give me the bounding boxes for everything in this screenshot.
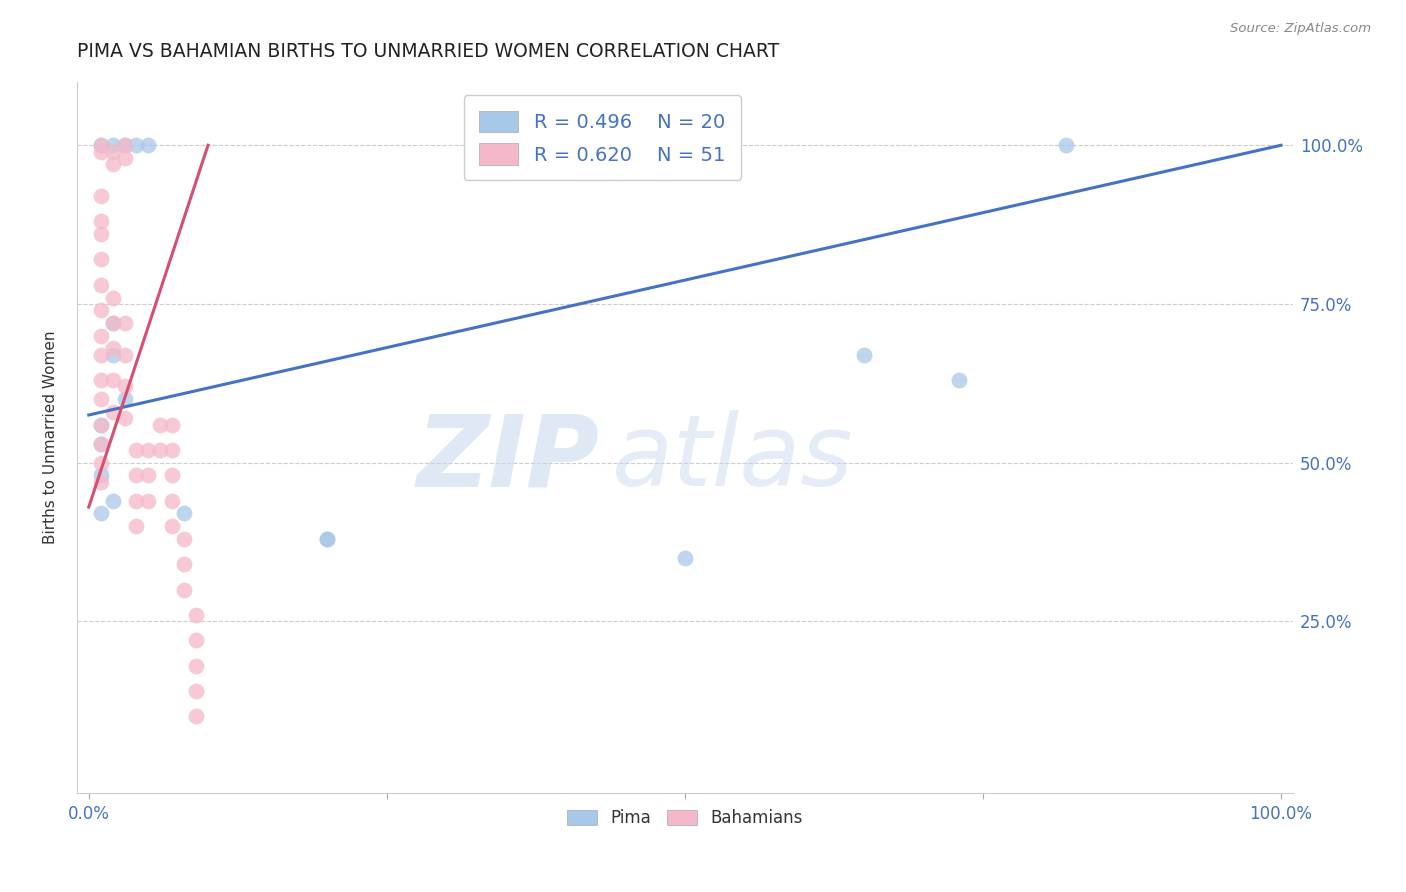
Point xyxy=(90,303,112,318)
Point xyxy=(125,442,148,457)
Point xyxy=(90,392,112,406)
Y-axis label: Births to Unmarried Women: Births to Unmarried Women xyxy=(44,330,58,544)
Point xyxy=(852,348,875,362)
Point xyxy=(149,442,172,457)
Point xyxy=(101,291,124,305)
Point xyxy=(90,373,112,387)
Point xyxy=(90,436,112,450)
Point xyxy=(162,493,184,508)
Point xyxy=(316,532,339,546)
Point xyxy=(114,138,136,153)
Point xyxy=(948,373,970,387)
Point xyxy=(173,507,195,521)
Point xyxy=(90,214,112,228)
Point xyxy=(90,145,112,159)
Point xyxy=(125,468,148,483)
Point xyxy=(114,411,136,425)
Point xyxy=(162,468,184,483)
Point xyxy=(90,189,112,203)
Point xyxy=(101,138,124,153)
Point xyxy=(90,138,112,153)
Point xyxy=(138,442,160,457)
Point xyxy=(184,684,207,698)
Point xyxy=(125,493,148,508)
Point xyxy=(101,373,124,387)
Point xyxy=(114,138,136,153)
Point xyxy=(673,550,696,565)
Point xyxy=(90,468,112,483)
Point xyxy=(101,145,124,159)
Point xyxy=(90,277,112,292)
Point xyxy=(114,392,136,406)
Point xyxy=(101,157,124,171)
Point xyxy=(90,252,112,267)
Point xyxy=(173,582,195,597)
Point xyxy=(90,475,112,489)
Point xyxy=(162,417,184,432)
Text: ZIP: ZIP xyxy=(416,410,600,507)
Point xyxy=(114,379,136,393)
Point xyxy=(184,633,207,648)
Text: Source: ZipAtlas.com: Source: ZipAtlas.com xyxy=(1230,22,1371,36)
Point xyxy=(316,532,339,546)
Point xyxy=(114,348,136,362)
Point xyxy=(90,227,112,241)
Point xyxy=(101,348,124,362)
Point xyxy=(173,532,195,546)
Point xyxy=(101,493,124,508)
Point xyxy=(101,342,124,356)
Point xyxy=(90,436,112,450)
Point xyxy=(138,468,160,483)
Point xyxy=(90,417,112,432)
Point xyxy=(101,316,124,330)
Point xyxy=(184,607,207,622)
Point xyxy=(90,138,112,153)
Point xyxy=(1054,138,1077,153)
Point xyxy=(101,405,124,419)
Text: atlas: atlas xyxy=(612,410,853,507)
Point xyxy=(90,456,112,470)
Point xyxy=(173,557,195,571)
Point xyxy=(184,658,207,673)
Point xyxy=(138,138,160,153)
Point xyxy=(125,519,148,533)
Point xyxy=(149,417,172,432)
Point xyxy=(90,348,112,362)
Point xyxy=(101,316,124,330)
Text: PIMA VS BAHAMIAN BIRTHS TO UNMARRIED WOMEN CORRELATION CHART: PIMA VS BAHAMIAN BIRTHS TO UNMARRIED WOM… xyxy=(77,42,779,61)
Point xyxy=(114,316,136,330)
Point xyxy=(162,442,184,457)
Point xyxy=(138,493,160,508)
Point xyxy=(90,417,112,432)
Point xyxy=(114,151,136,165)
Legend: Pima, Bahamians: Pima, Bahamians xyxy=(560,803,810,834)
Point xyxy=(90,507,112,521)
Point xyxy=(125,138,148,153)
Point xyxy=(90,328,112,343)
Point xyxy=(184,709,207,723)
Point xyxy=(162,519,184,533)
